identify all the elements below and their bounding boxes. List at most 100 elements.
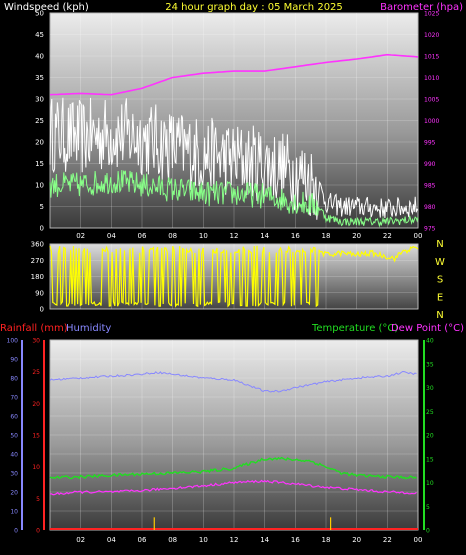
compass-label: S — [437, 275, 443, 286]
temp-x-tick: 04 — [107, 536, 116, 544]
wind-y-tick: 20 — [35, 139, 44, 147]
wind-baro-series — [49, 53, 419, 228]
temp-y-tick: 30 — [426, 385, 434, 392]
rain-humidity-temp-panel: 0102030405060708090100051015202530051015… — [0, 323, 464, 544]
baro-y-tick: 1005 — [424, 97, 439, 104]
rain-y-tick: 5 — [36, 496, 40, 503]
temperature-series-line — [49, 456, 417, 480]
direction-y-tick: 180 — [31, 273, 44, 281]
wind-direction-series — [49, 245, 419, 308]
temp-x-tick: 12 — [230, 536, 239, 544]
wind-average-series-line — [49, 169, 419, 228]
temp-y-tick: 20 — [426, 433, 434, 440]
wind-x-tick: 04 — [107, 232, 116, 240]
humidity-y-tick: 70 — [10, 395, 18, 402]
humidity-y-tick: 0 — [14, 528, 18, 535]
temp-x-tick: 20 — [352, 536, 361, 544]
direction-y-tick: 360 — [31, 241, 44, 249]
wind-x-tick: 06 — [138, 232, 147, 240]
wind-y-tick: 35 — [35, 74, 44, 82]
temp-x-tick: 08 — [168, 536, 177, 544]
compass-label: E — [437, 292, 443, 303]
temp-y-tick: 25 — [426, 409, 434, 416]
baro-y-tick: 1010 — [424, 75, 439, 82]
rain-humidity-temp-series — [49, 370, 418, 530]
dewpoint-label: Dew Point (°C) — [391, 323, 464, 334]
wind-y-tick: 25 — [35, 117, 44, 125]
baro-y-tick: 985 — [424, 183, 436, 190]
wind-y-tick: 5 — [40, 203, 44, 211]
temp-x-tick: 10 — [199, 536, 208, 544]
gust-series-line — [49, 97, 419, 220]
wind-y-tick: 0 — [40, 225, 44, 233]
humidity-y-tick: 80 — [10, 376, 18, 383]
rain-y-tick: 15 — [32, 433, 40, 440]
temp-y-tick: 40 — [426, 338, 434, 345]
temp-x-tick: 22 — [383, 536, 392, 544]
humidity-series-line — [49, 370, 417, 393]
rain-y-tick: 0 — [36, 528, 40, 535]
direction-y-tick: 90 — [35, 289, 44, 297]
direction-y-tick: 270 — [31, 257, 44, 265]
temp-x-tick: 06 — [138, 536, 147, 544]
windspeed-label: Windspeed (kph) — [4, 2, 89, 13]
baro-y-tick: 975 — [424, 226, 436, 233]
humidity-y-tick: 40 — [10, 452, 18, 459]
wind-y-tick: 10 — [35, 182, 44, 190]
temp-x-tick: 00 — [414, 536, 423, 544]
wind-y-tick: 45 — [35, 31, 44, 39]
baro-y-tick: 1025 — [424, 11, 439, 18]
wind-x-tick: 08 — [168, 232, 177, 240]
rain-y-tick: 10 — [32, 464, 40, 471]
humidity-y-tick: 10 — [10, 509, 18, 516]
wind-x-tick: 12 — [230, 232, 239, 240]
rain-y-tick: 30 — [32, 338, 40, 345]
wind-baro-panel: 0510152025303540455097598098599099510001… — [4, 2, 463, 240]
wind-y-tick: 15 — [35, 160, 44, 168]
temp-x-tick: 14 — [260, 536, 269, 544]
wind-x-tick: 16 — [291, 232, 300, 240]
rain-humidity-temp-plot-area — [49, 339, 419, 531]
direction-y-tick: 0 — [40, 306, 44, 314]
temp-x-tick: 16 — [291, 536, 300, 544]
temp-y-tick: 15 — [426, 456, 434, 463]
baro-y-tick: 990 — [424, 161, 436, 168]
baro-y-tick: 980 — [424, 204, 436, 211]
rainfall-label: Rainfall (mm) — [0, 323, 68, 334]
temp-y-tick: 35 — [426, 361, 434, 368]
humidity-y-tick: 30 — [10, 471, 18, 478]
dewpoint-series-line — [49, 479, 417, 496]
temp-y-tick: 0 — [426, 528, 430, 535]
temp-y-tick: 5 — [426, 504, 430, 511]
compass-label: N — [436, 310, 443, 321]
direction-series-line — [49, 245, 419, 308]
temp-y-tick: 10 — [426, 480, 434, 487]
wind-y-tick: 30 — [35, 96, 44, 104]
baro-y-tick: 995 — [424, 140, 436, 147]
barometer-label: Barometer (hpa) — [380, 2, 463, 13]
wind-x-tick: 22 — [383, 232, 392, 240]
humidity-y-tick: 90 — [10, 357, 18, 364]
rain-humidity-temp-ticks: 0102030405060708090100051015202530051015… — [7, 338, 434, 545]
temp-x-tick: 18 — [322, 536, 331, 544]
barometer-series-line — [49, 53, 419, 96]
humidity-y-tick: 60 — [10, 414, 18, 421]
wind-x-tick: 00 — [414, 232, 423, 240]
chart-title: 24 hour graph day : 05 March 2025 — [165, 2, 343, 13]
humidity-y-tick: 100 — [7, 338, 19, 345]
baro-y-tick: 1020 — [424, 32, 439, 39]
temp-x-tick: 02 — [76, 536, 85, 544]
baro-y-tick: 1000 — [424, 118, 439, 125]
wind-y-tick: 40 — [35, 53, 44, 61]
baro-y-tick: 1015 — [424, 54, 439, 61]
temperature-label: Temperature (°C) — [311, 323, 398, 334]
wind-x-tick: 02 — [76, 232, 85, 240]
wind-y-tick: 50 — [35, 10, 44, 18]
wind-baro-grid — [50, 12, 419, 229]
wind-x-tick: 10 — [199, 232, 208, 240]
compass-label: N — [436, 239, 443, 250]
humidity-y-tick: 20 — [10, 490, 18, 497]
